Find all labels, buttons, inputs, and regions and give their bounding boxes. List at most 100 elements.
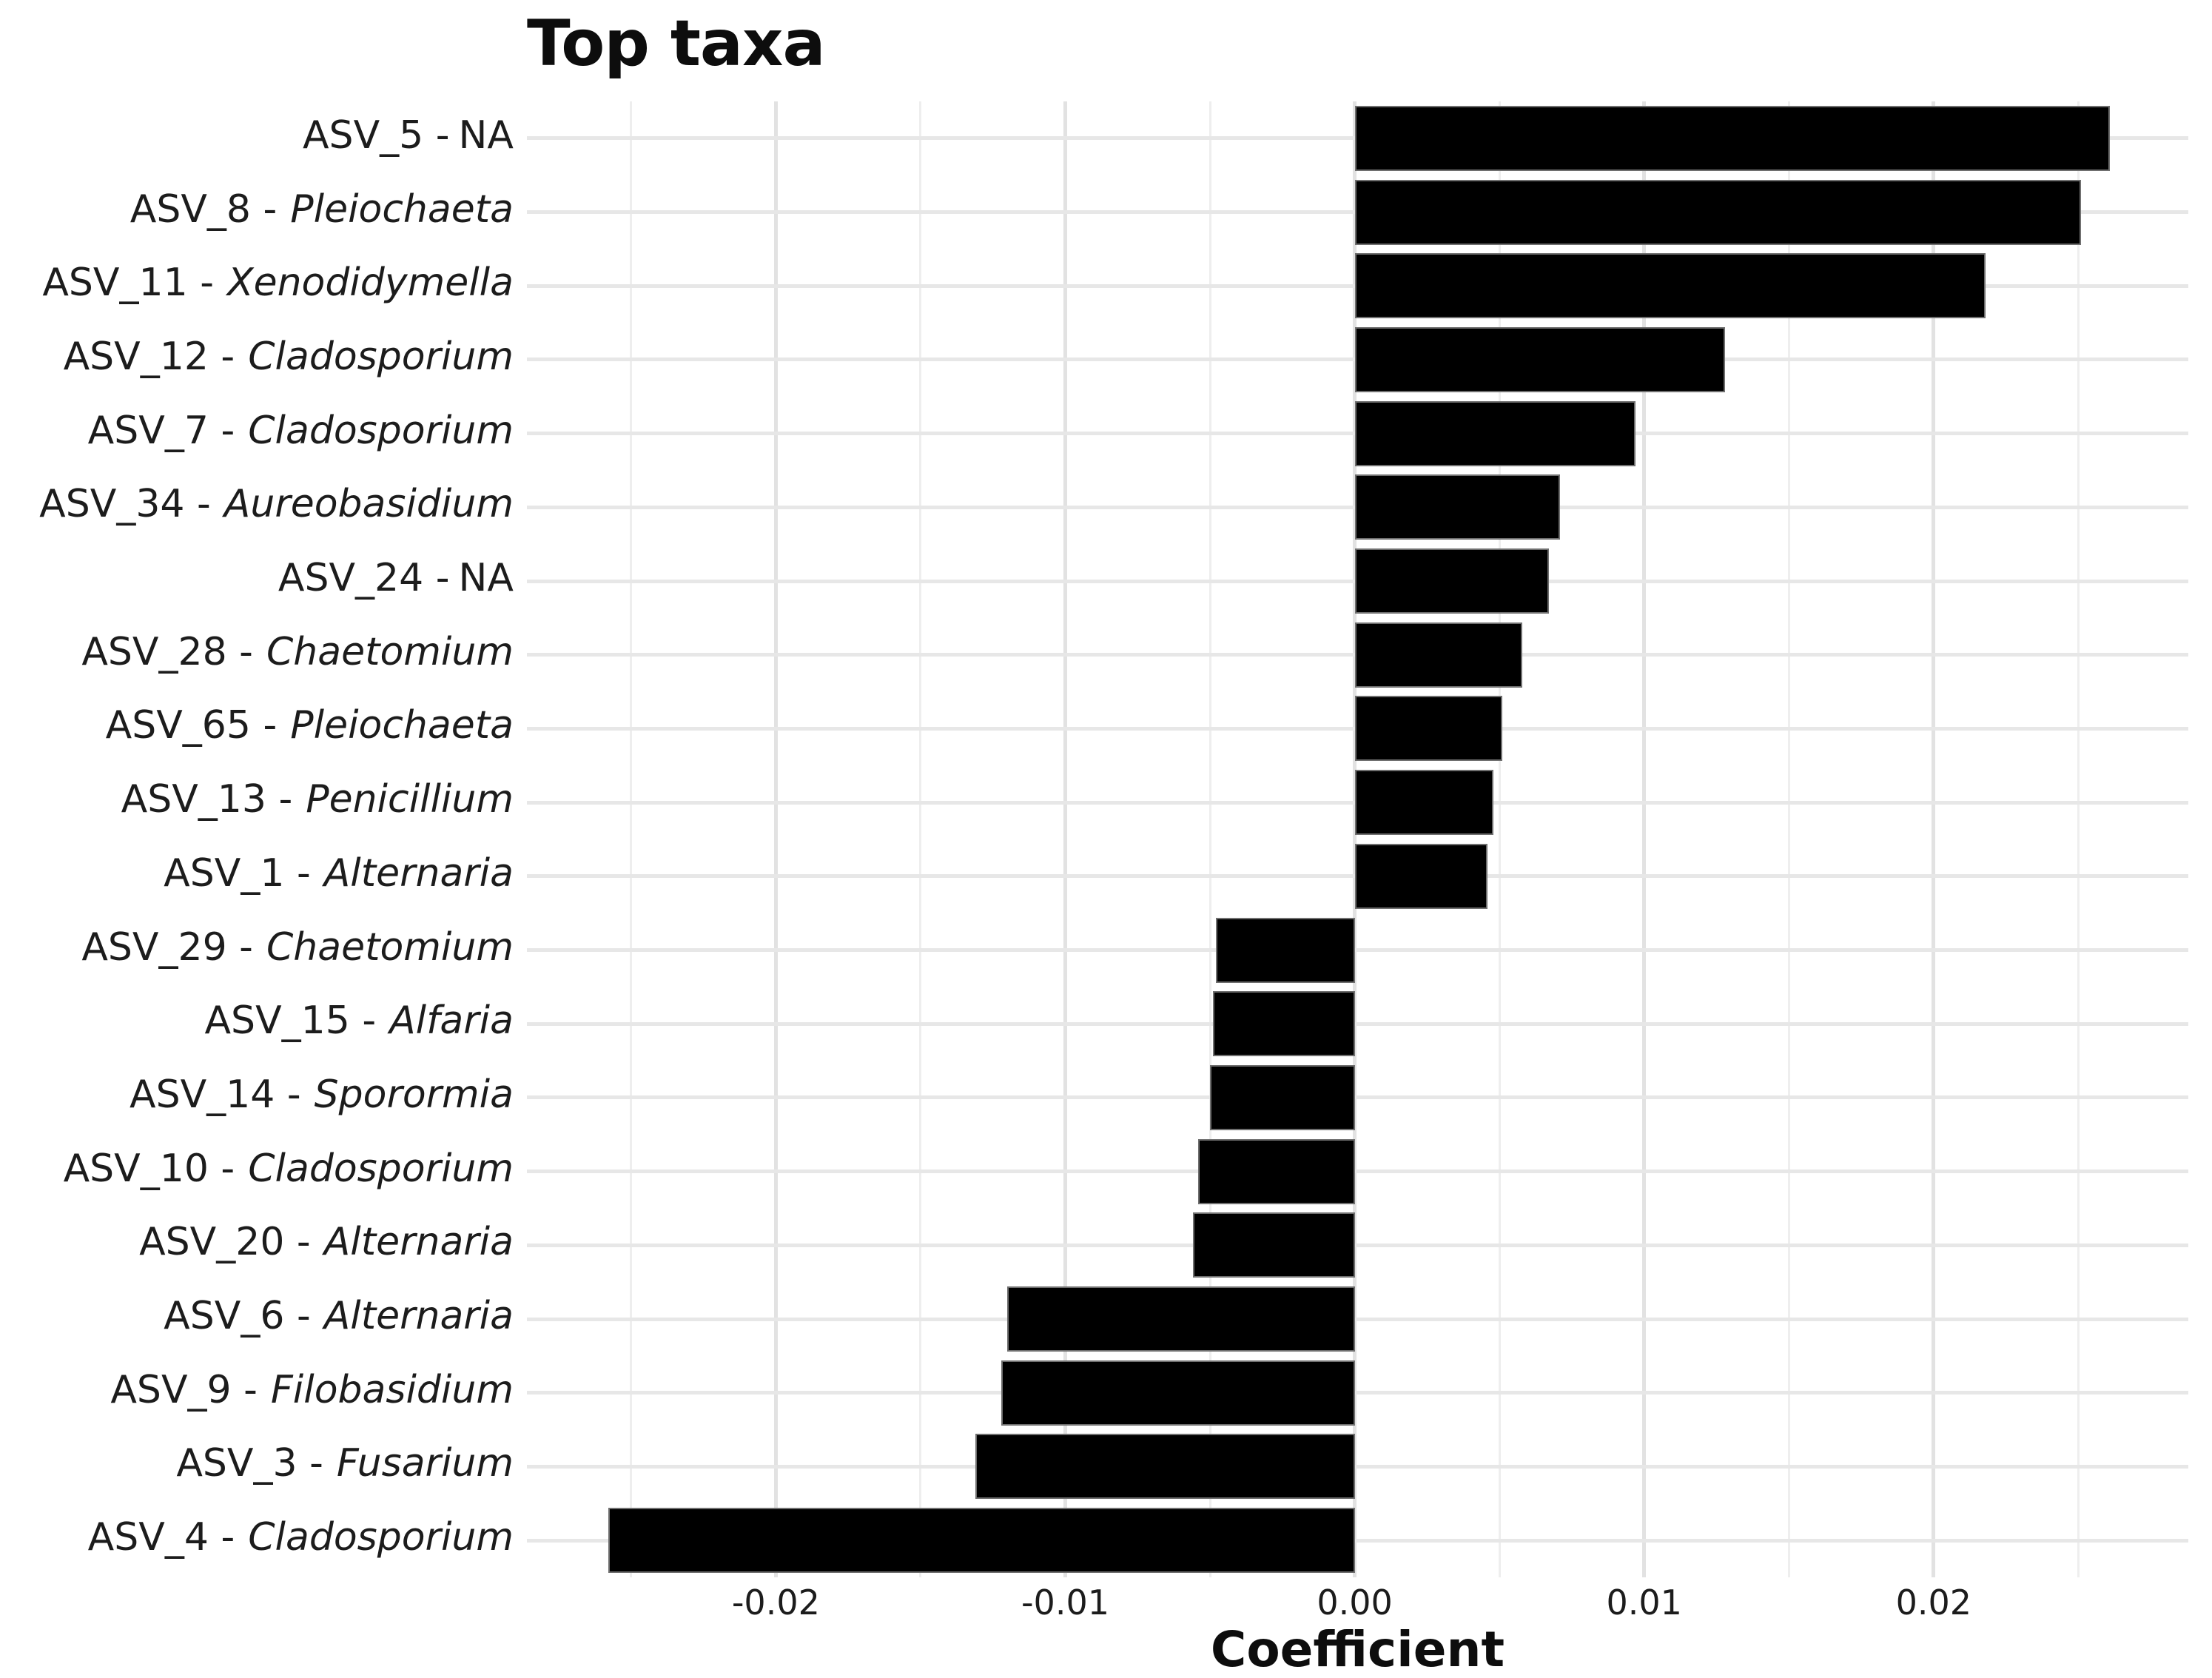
major-gridline [1353, 101, 1357, 1577]
bar-asv_34 [1354, 474, 1561, 540]
genus-name: Chaetomium [266, 629, 514, 674]
y-label-asv_11: ASV_11 - Xenodidymella [0, 261, 514, 305]
asv-id: ASV_4 - [87, 1515, 235, 1560]
category-gridline [527, 1464, 2188, 1469]
bar-asv_7 [1354, 400, 1636, 466]
minor-gridline [2077, 101, 2080, 1577]
asv-id: ASV_10 - [63, 1146, 235, 1191]
genus-name: Fusarium [336, 1441, 514, 1486]
y-label-asv_9: ASV_9 - Filobasidium [0, 1368, 514, 1412]
asv-id: ASV_28 - [81, 629, 253, 674]
asv-id: ASV_15 - [204, 999, 377, 1044]
bar-asv_5 [1354, 105, 2111, 171]
y-label-asv_3: ASV_3 - Fusarium [0, 1441, 514, 1486]
asv-id: ASV_7 - [87, 408, 235, 453]
major-gridline [1642, 101, 1647, 1577]
minor-gridline [1787, 101, 1790, 1577]
bar-asv_24 [1354, 548, 1549, 614]
y-label-asv_12: ASV_12 - Cladosporium [0, 335, 514, 379]
genus-name: Alternaria [323, 1220, 514, 1265]
y-label-asv_29: ASV_29 - Chaetomium [0, 925, 514, 970]
x-tick-label: 0.01 [1606, 1583, 1682, 1622]
x-axis-title: Coefficient [1210, 1621, 1505, 1678]
bar-asv_6 [1007, 1286, 1355, 1352]
genus-name: Filobasidium [270, 1367, 514, 1412]
bar-asv_3 [975, 1434, 1355, 1500]
category-gridline [527, 1391, 2188, 1395]
genus-name: Pleiochaeta [290, 703, 514, 748]
bar-asv_14 [1210, 1064, 1355, 1130]
genus-name: Alfaria [389, 999, 514, 1044]
category-gridline [527, 1021, 2188, 1026]
y-label-asv_24: ASV_24 - NA [0, 556, 514, 600]
x-tick-label: -0.01 [1021, 1583, 1109, 1622]
genus-name: Sporormia [314, 1072, 514, 1117]
y-label-asv_65: ASV_65 - Pleiochaeta [0, 703, 514, 748]
genus-name: Cladosporium [248, 1146, 514, 1191]
asv-id: ASV_29 - [81, 924, 253, 970]
bar-asv_8 [1354, 179, 2082, 245]
category-gridline [527, 1095, 2188, 1100]
bar-asv_12 [1354, 326, 1726, 392]
asv-id: ASV_8 - [130, 187, 278, 232]
y-label-asv_8: ASV_8 - Pleiochaeta [0, 187, 514, 232]
asv-id: ASV_13 - [121, 777, 293, 822]
genus-name: Pleiochaeta [290, 187, 514, 232]
minor-gridline [1208, 101, 1211, 1577]
category-gridline [527, 1243, 2188, 1247]
asv-id: ASV_9 - [110, 1367, 258, 1412]
major-gridline [1063, 101, 1067, 1577]
category-gridline [527, 1317, 2188, 1321]
minor-gridline [1498, 101, 1501, 1577]
bar-asv_4 [608, 1508, 1355, 1574]
asv-id: ASV_3 - [176, 1441, 323, 1486]
bar-asv_11 [1354, 253, 1986, 319]
asv-id: ASV_24 - [278, 556, 450, 601]
asv-id: ASV_12 - [63, 334, 235, 379]
asv-id: ASV_5 - [302, 113, 450, 158]
bar-asv_9 [1001, 1360, 1355, 1426]
x-tick-label: 0.02 [1895, 1583, 1972, 1622]
x-tick-label: 0.00 [1317, 1583, 1393, 1622]
y-label-asv_13: ASV_13 - Penicillium [0, 777, 514, 822]
y-label-asv_1: ASV_1 - Alternaria [0, 851, 514, 896]
bar-asv_10 [1198, 1138, 1355, 1204]
genus-name: Alternaria [323, 1294, 514, 1339]
asv-id: ASV_34 - [39, 482, 211, 527]
major-gridline [1932, 101, 1936, 1577]
y-label-asv_6: ASV_6 - Alternaria [0, 1294, 514, 1338]
y-label-asv_14: ASV_14 - Sporormia [0, 1073, 514, 1117]
genus-name: Cladosporium [248, 408, 514, 453]
genus-name: Cladosporium [248, 1515, 514, 1560]
asv-id: ASV_14 - [130, 1072, 301, 1117]
bar-asv_1 [1354, 843, 1488, 909]
major-gridline [773, 101, 778, 1577]
genus-name: NA [458, 113, 514, 158]
asv-id: ASV_1 - [164, 850, 311, 896]
bar-asv_65 [1354, 696, 1503, 762]
bar-asv_15 [1212, 991, 1355, 1057]
category-gridline [527, 948, 2188, 953]
genus-name: NA [458, 556, 514, 601]
y-label-asv_5: ASV_5 - NA [0, 113, 514, 158]
y-label-asv_4: ASV_4 - Cladosporium [0, 1515, 514, 1560]
y-label-asv_7: ASV_7 - Cladosporium [0, 409, 514, 453]
bar-asv_13 [1354, 770, 1494, 836]
asv-id: ASV_11 - [42, 261, 214, 306]
genus-name: Penicillium [306, 777, 514, 822]
bar-asv_20 [1192, 1212, 1355, 1278]
minor-gridline [630, 101, 633, 1577]
genus-name: Aureobasidium [223, 482, 514, 527]
y-label-asv_20: ASV_20 - Alternaria [0, 1220, 514, 1264]
y-label-asv_10: ASV_10 - Cladosporium [0, 1147, 514, 1191]
chart-title: Top taxa [527, 7, 825, 81]
asv-id: ASV_65 - [105, 703, 278, 748]
bar-asv_29 [1215, 917, 1355, 983]
category-gridline [527, 1169, 2188, 1174]
genus-name: Alternaria [323, 850, 514, 896]
plot-panel [527, 101, 2188, 1577]
x-tick-label: -0.02 [731, 1583, 820, 1622]
bar-asv_28 [1354, 622, 1523, 688]
genus-name: Xenodidymella [226, 261, 514, 306]
